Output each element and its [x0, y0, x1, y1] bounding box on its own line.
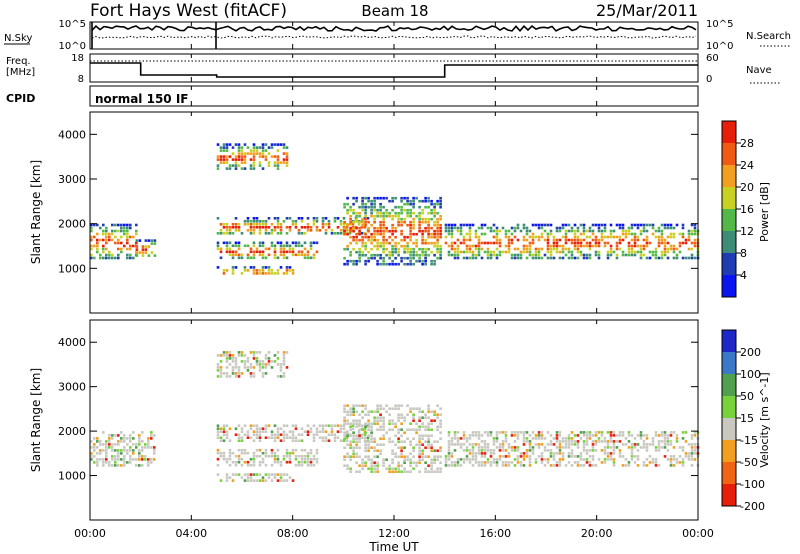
- y-tick-label: 2000: [58, 425, 86, 438]
- freq-right-tick-top: 60: [706, 53, 719, 64]
- x-tick-label: 12:00: [378, 527, 410, 540]
- colorbar-tick-label: 8: [740, 247, 747, 260]
- colorbar-tick-label: 20: [740, 181, 754, 194]
- colorbar-swatch: [722, 253, 736, 275]
- beam-title: Beam 18: [361, 2, 428, 20]
- echo-region: [216, 351, 289, 378]
- colorbar-swatch: [722, 121, 736, 143]
- echo-region: [343, 404, 442, 473]
- x-tick-label: 20:00: [581, 527, 613, 540]
- colorbar-tick-label: -50: [740, 456, 758, 469]
- y-tick-label: 1000: [58, 262, 86, 275]
- colorbar-swatch: [722, 396, 736, 418]
- colorbar-swatch: [722, 209, 736, 231]
- echo-region: [90, 223, 138, 260]
- colorbar-swatch: [722, 462, 736, 484]
- colorbar-swatch: [722, 330, 736, 352]
- echo-region: [216, 473, 295, 482]
- colorbar-tick-label: 50: [740, 390, 754, 403]
- colorbar-tick-label: 24: [740, 159, 754, 172]
- colorbar-swatch: [722, 440, 736, 462]
- echo-region: [444, 431, 700, 467]
- echo-region: [216, 241, 319, 260]
- velocity-y-axis: 1000 2000 3000 4000: [58, 336, 698, 483]
- colorbar-swatch: [722, 187, 736, 209]
- power-y-label: Slant Range [km]: [29, 160, 43, 264]
- cpid-panel: CPID normal 150 IF: [6, 85, 699, 107]
- velocity-colorbar-label: Velocity [m s^-1]: [758, 372, 771, 467]
- colorbar-tick-label: 15: [740, 412, 754, 425]
- colorbar-swatch: [722, 374, 736, 396]
- colorbar-swatch: [722, 418, 736, 440]
- power-colorbar-label: Power [dB]: [758, 182, 771, 242]
- colorbar-swatch: [722, 352, 736, 374]
- noise-left-tick-bottom: 10^0: [59, 41, 86, 52]
- colorbar-tick-label: -200: [740, 500, 765, 513]
- frequency-line: [90, 62, 698, 78]
- echo-region: [216, 143, 289, 170]
- velocity-panel: 1000 2000 3000 4000 Slant Range [km] 200 100…: [29, 319, 771, 521]
- colorbar-swatch: [722, 165, 736, 187]
- echo-region: [343, 196, 442, 266]
- noise-right-tick-top: 10^5: [706, 19, 733, 30]
- noise-right-tick-bottom: 10^0: [706, 41, 733, 52]
- freq-unit-label: [MHz]: [6, 67, 35, 78]
- colorbar-tick-label: -15: [740, 434, 758, 447]
- y-tick-label: 1000: [58, 470, 86, 483]
- noise-left-tick-top: 10^5: [59, 19, 86, 30]
- colorbar-tick-label: 16: [740, 203, 754, 216]
- y-tick-label: 3000: [58, 381, 86, 394]
- power-echoes: [90, 143, 700, 275]
- echo-region: [135, 239, 157, 257]
- frequency-panel: Freq. [MHz] 18 8 60 0 Nave: [6, 53, 780, 85]
- cpid-label: CPID: [6, 92, 35, 105]
- nave-label: Nave: [746, 65, 772, 76]
- y-tick-label: 4000: [58, 336, 86, 349]
- noise-panel: N.Sky 10^5 10^0 10^5 10^0 N.Search: [4, 19, 791, 52]
- station-title: Fort Hays West (fitACF): [90, 1, 287, 21]
- x-tick-label: 00:00: [682, 527, 714, 540]
- x-tick-label: 08:00: [277, 527, 309, 540]
- velocity-echoes: [90, 351, 700, 482]
- y-tick-label: 2000: [58, 218, 86, 231]
- colorbar-swatch: [722, 275, 736, 297]
- y-tick-label: 3000: [58, 173, 86, 186]
- colorbar-tick-label: 200: [740, 346, 761, 359]
- date-title: 25/Mar/2011: [596, 1, 698, 20]
- freq-left-tick-top: 18: [71, 53, 84, 64]
- colorbar-swatch: [722, 231, 736, 253]
- x-tick-label: 00:00: [74, 527, 106, 540]
- noise-search-label: N.Search: [746, 31, 791, 42]
- power-panel: 1000 2000 3000 4000 Slant Range [km] 4 8 12 16…: [29, 111, 771, 314]
- colorbar-tick-label: 4: [740, 269, 747, 282]
- noise-sky-label: N.Sky: [4, 33, 32, 44]
- echo-region: [216, 448, 319, 467]
- colorbar-swatch: [722, 143, 736, 165]
- freq-right-tick-bottom: 0: [706, 74, 712, 85]
- velocity-colorbar: 200 100 50 15 -15 -50 -100 -200: [721, 329, 765, 513]
- colorbar-tick-label: 12: [740, 225, 754, 238]
- colorbar-swatch: [722, 484, 736, 506]
- colorbar-tick-label: 100: [740, 368, 761, 381]
- noise-search-line: [91, 35, 697, 39]
- x-tick-label: 16:00: [479, 527, 511, 540]
- time-x-axis: 00:00 04:00 08:00 12:00 16:00 20:00 00:00: [74, 22, 714, 540]
- colorbar-tick-label: 28: [740, 137, 754, 150]
- noise-sky-line: [91, 24, 697, 33]
- x-tick-label: 04:00: [175, 527, 207, 540]
- freq-left-tick-bottom: 8: [78, 74, 84, 85]
- echo-region: [444, 223, 700, 260]
- y-tick-label: 4000: [58, 128, 86, 141]
- freq-label: Freq.: [6, 56, 31, 67]
- power-colorbar: 4 8 12 16 20 24 28: [721, 120, 754, 298]
- x-axis-label: Time UT: [368, 540, 419, 554]
- echo-region: [216, 266, 295, 275]
- velocity-y-label: Slant Range [km]: [29, 368, 43, 472]
- echo-region: [90, 431, 156, 467]
- cpid-value: normal 150 IF: [95, 92, 189, 106]
- colorbar-tick-label: -100: [740, 478, 765, 491]
- power-y-axis: 1000 2000 3000 4000: [58, 128, 698, 275]
